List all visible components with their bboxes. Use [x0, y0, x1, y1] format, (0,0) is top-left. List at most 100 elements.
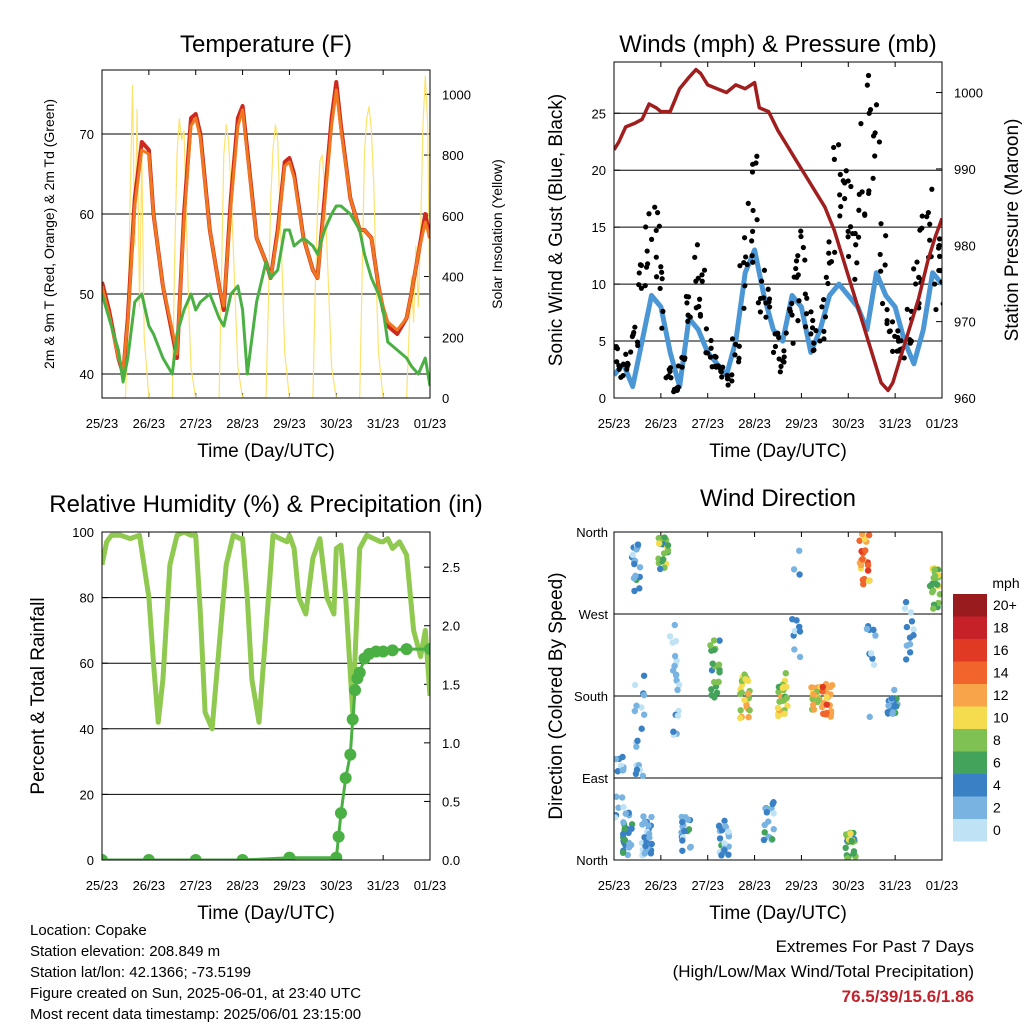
gust-point — [821, 336, 827, 342]
direction-point — [861, 535, 868, 543]
gust-point — [663, 375, 669, 381]
gust-point — [634, 339, 641, 345]
gust-point — [877, 251, 883, 258]
gust-point — [904, 306, 910, 312]
gust-point — [817, 338, 823, 344]
direction-point — [708, 686, 715, 693]
x-tick-label: 28/23 — [226, 878, 259, 893]
gust-point — [629, 333, 635, 340]
x-tick-label: 27/23 — [691, 878, 724, 893]
gust-point — [864, 82, 870, 88]
gust-point — [936, 242, 942, 249]
direction-point — [631, 560, 638, 568]
gust-point — [798, 228, 804, 234]
gust-point — [936, 236, 942, 242]
direction-point — [857, 561, 865, 569]
gust-point — [614, 343, 616, 348]
y-right-tick-label: 1.5 — [442, 677, 460, 692]
direction-points — [614, 532, 942, 860]
gust-point — [708, 337, 714, 344]
direction-point — [675, 681, 683, 689]
colorbar-swatch — [953, 594, 987, 617]
direction-point — [615, 804, 622, 811]
direction-point — [721, 847, 728, 854]
gust-point — [749, 253, 755, 259]
gust-point — [696, 303, 702, 310]
direction-point — [910, 626, 917, 633]
direction-point — [819, 683, 827, 691]
gust-point — [873, 102, 880, 108]
direction-point — [872, 632, 879, 639]
gust-point — [795, 318, 801, 324]
direction-point — [716, 637, 723, 644]
direction-point — [614, 755, 620, 763]
gust-point — [696, 296, 703, 302]
x-tick-label: 29/23 — [785, 416, 818, 431]
panel-title: Wind Direction — [700, 485, 856, 512]
gust-point — [802, 257, 808, 263]
gust-point — [796, 298, 802, 304]
gust-point — [729, 336, 736, 342]
gust-point — [638, 285, 645, 291]
direction-point — [902, 598, 910, 606]
gust-point — [737, 263, 743, 269]
direction-point — [660, 556, 667, 563]
plot-frame — [101, 69, 431, 399]
direction-point — [859, 556, 866, 563]
x-tick-label: 01/23 — [414, 416, 447, 431]
gust-point — [632, 324, 638, 330]
gust-point — [862, 211, 868, 217]
colorbar-swatch — [953, 616, 987, 639]
direction-point — [889, 710, 896, 717]
y-right-tick-label: 0.5 — [442, 794, 460, 809]
direction-point — [620, 819, 627, 826]
gust-point — [742, 283, 748, 289]
y-tick-label: 5 — [599, 334, 606, 349]
gust-point — [778, 363, 784, 369]
gust-point — [927, 237, 933, 243]
colorbar-label: 16 — [993, 642, 1009, 658]
precip-point — [349, 684, 362, 697]
gust-point — [781, 354, 787, 360]
direction-point — [867, 650, 875, 657]
direction-point — [655, 555, 662, 562]
gust-point — [659, 325, 665, 331]
gust-point — [719, 374, 725, 380]
gust-point — [843, 168, 849, 174]
plot-frame — [613, 531, 943, 861]
gust-point — [878, 268, 884, 274]
gust-point — [898, 338, 904, 344]
direction-point — [674, 712, 682, 719]
colorbar-label: 10 — [993, 710, 1009, 726]
direction-point — [646, 834, 653, 841]
direction-point — [908, 618, 916, 625]
direction-point — [621, 836, 628, 844]
direction-point — [636, 585, 643, 592]
gust-point — [867, 107, 874, 113]
station-info: Location: Copake Station elevation: 208.… — [30, 920, 361, 1025]
gust-point — [699, 278, 705, 284]
gust-point — [685, 294, 692, 300]
y-tick-label: West — [579, 607, 609, 622]
series-gust — [614, 72, 942, 395]
gust-point — [866, 190, 872, 197]
y-tick-label: 25 — [592, 106, 606, 121]
direction-point — [790, 566, 798, 573]
gust-point — [763, 314, 769, 320]
direction-point — [638, 704, 645, 711]
y-right-tick-label: 1000 — [442, 87, 471, 102]
direction-point — [827, 683, 834, 691]
direction-point — [619, 767, 626, 774]
gust-point — [803, 311, 810, 317]
gust-point — [758, 278, 765, 284]
gust-point — [809, 325, 816, 331]
x-axis-label: Time (Day/UTC) — [709, 903, 847, 924]
colorbar-label: 2 — [993, 800, 1001, 816]
gust-point — [646, 211, 652, 217]
x-tick-label: 28/23 — [738, 416, 771, 431]
gust-point — [798, 233, 804, 240]
gust-point — [882, 262, 888, 268]
y-axis-label: Direction (Colored By Speed) — [546, 572, 567, 819]
precip-points — [102, 643, 430, 860]
